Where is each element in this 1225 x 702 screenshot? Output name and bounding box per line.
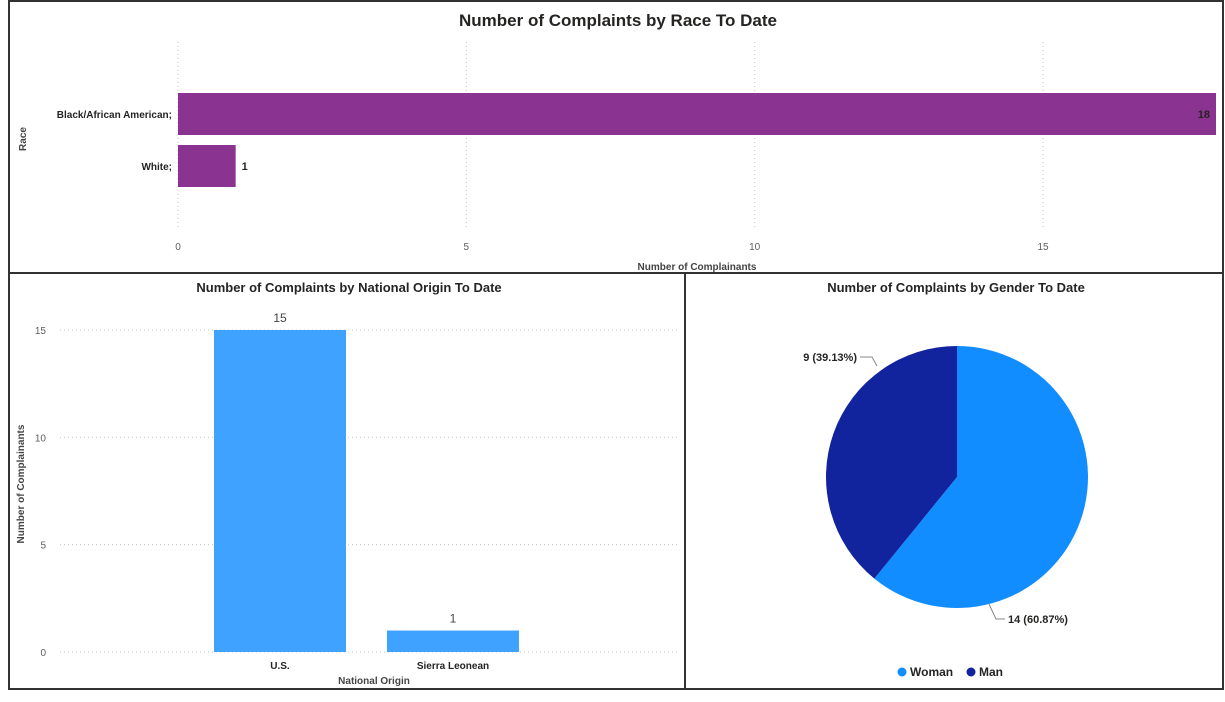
legend-marker-man <box>966 667 976 677</box>
data-label: 1 <box>450 612 457 626</box>
x-axis-title: Number of Complainants <box>638 262 757 273</box>
national-origin-bar-chart: Number of Complaints by National Origin … <box>16 280 678 687</box>
gender-pie-chart: Number of Complaints by Gender To Date 14… <box>803 280 1088 679</box>
data-label: 9 (39.13%) <box>803 352 857 364</box>
x-axis-title: National Origin <box>338 676 410 687</box>
bar-1 <box>178 145 236 187</box>
category-label: U.S. <box>270 661 290 672</box>
bar-0 <box>214 330 346 652</box>
pie-slice-man <box>826 346 957 579</box>
x-tick-label: 10 <box>749 242 761 253</box>
gender-chart-panel: Number of Complaints by Gender To Date 14… <box>684 272 1224 690</box>
chart-title: Number of Complaints by Gender To Date <box>827 280 1085 295</box>
chart-title: Number of Complaints by National Origin … <box>196 280 501 295</box>
data-label: 14 (60.87%) <box>1008 614 1068 626</box>
legend-item: Woman <box>910 665 953 679</box>
data-label: 15 <box>273 311 287 325</box>
bar-1 <box>387 630 519 652</box>
x-tick-label: 0 <box>175 242 181 253</box>
y-tick-label: 5 <box>40 541 46 552</box>
data-label: 1 <box>242 161 248 173</box>
leader-line <box>988 603 1005 620</box>
x-tick-label: 15 <box>1037 242 1049 253</box>
race-chart-panel: Number of Complaints by Race To Date 0 5 10… <box>8 0 1224 274</box>
y-axis-title: Race <box>18 127 29 151</box>
leader-line <box>860 356 878 367</box>
category-label: White; <box>141 162 172 173</box>
legend-item: Man <box>979 665 1003 679</box>
x-tick-label: 5 <box>464 242 470 253</box>
bar-0 <box>178 93 1216 135</box>
category-label: Black/African American; <box>57 110 172 121</box>
y-tick-label: 10 <box>35 433 47 444</box>
pie-slice-woman <box>874 346 1088 608</box>
y-tick-label: 15 <box>35 326 47 337</box>
national-origin-chart-panel: Number of Complaints by National Origin … <box>8 272 686 690</box>
category-label: Sierra Leonean <box>417 661 489 672</box>
chart-title: Number of Complaints by Race To Date <box>459 11 777 30</box>
race-bar-chart: Number of Complaints by Race To Date 0 5 10… <box>18 11 1216 273</box>
y-tick-label: 0 <box>40 648 46 659</box>
data-label: 18 <box>1198 109 1210 121</box>
y-axis-title: Number of Complainants <box>16 424 27 543</box>
legend-marker-woman <box>897 667 907 677</box>
